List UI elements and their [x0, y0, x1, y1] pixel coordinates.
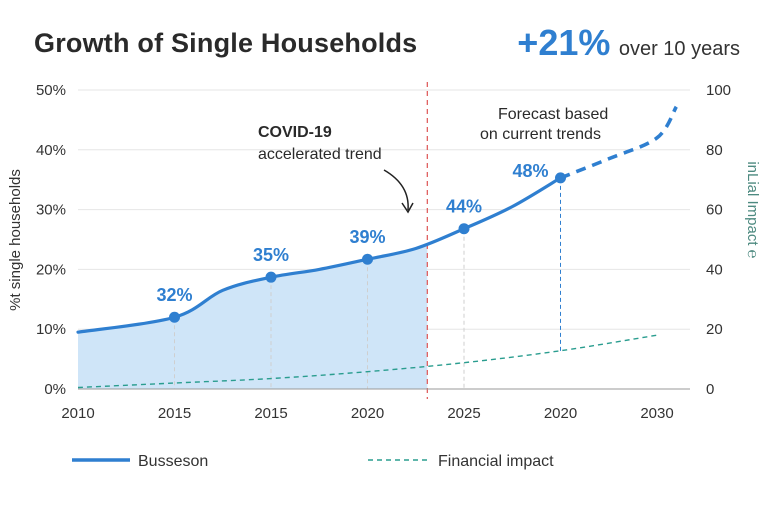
- data-point-label: 44%: [446, 197, 482, 217]
- data-point-label: 35%: [253, 245, 289, 265]
- x-axis-tick-label: 2015: [254, 405, 287, 422]
- x-axis-tick-label: 2015: [158, 405, 191, 422]
- x-axis-tick-label: 2030: [640, 405, 673, 422]
- data-point: [169, 311, 180, 323]
- chart-title: Growth of Single Households: [34, 28, 418, 58]
- x-axis-tick-label: 2025: [447, 405, 480, 422]
- single-households-line: [76, 176, 563, 334]
- data-point-label: 48%: [512, 161, 548, 181]
- left-axis-ticks: 0% 10% 20% 30% 40% 50%: [36, 82, 66, 398]
- data-point: [555, 172, 566, 184]
- left-axis-tick-label: 0%: [44, 381, 66, 398]
- data-point: [362, 253, 373, 265]
- right-axis-tick-label: 100: [706, 82, 731, 99]
- drop-lines: [174, 185, 561, 389]
- left-axis-tick-label: 40%: [36, 142, 66, 159]
- covid-annotation-arrow: [383, 169, 409, 211]
- headline-stat: +21% over 10 years: [517, 22, 740, 64]
- headline-text: over 10 years: [618, 38, 740, 60]
- data-points: 32% 35% 39% 44% 48%: [156, 161, 566, 323]
- x-axis-tick-label: 2020: [544, 405, 577, 422]
- right-axis-ticks: 0 20 40 60 80 100: [706, 82, 731, 398]
- left-axis-tick-label: 30%: [36, 202, 66, 219]
- x-axis-tick-label: 2020: [351, 405, 384, 422]
- covid-annotation-text: accelerated trend: [258, 146, 382, 163]
- data-point: [265, 271, 277, 283]
- right-axis-tick-label: 40: [706, 261, 723, 278]
- left-axis-tick-label: 50%: [36, 82, 66, 99]
- right-axis-tick-label: 60: [706, 202, 723, 219]
- right-axis-title: inLial Impact ℮: [744, 161, 761, 258]
- data-point-label: 32%: [156, 285, 192, 305]
- right-axis-tick-label: 0: [706, 381, 714, 398]
- forecast-annotation-line2: on current trends: [480, 126, 601, 143]
- right-axis-tick-label: 80: [706, 142, 723, 159]
- covid-annotation-title: COVID-19: [258, 124, 332, 141]
- area-fill: [78, 243, 428, 389]
- headline-value: +21%: [517, 22, 611, 63]
- forecast-line: [559, 105, 678, 180]
- data-point-label: 39%: [349, 227, 385, 247]
- left-axis-title: %t single households: [7, 169, 24, 311]
- left-axis-tick-label: 20%: [36, 261, 66, 278]
- gridlines: [78, 89, 690, 330]
- left-axis-tick-label: 10%: [36, 321, 66, 338]
- x-axis-tick-label: 2010: [61, 405, 94, 422]
- financial-impact-line: [77, 334, 658, 389]
- data-point: [458, 223, 470, 235]
- x-axis-ticks: 2010 2015 2015 2020 2025 2020 2030: [61, 405, 673, 422]
- forecast-annotation-line1: Forecast based: [498, 106, 608, 123]
- covid-annotation-arrowhead: [401, 202, 414, 214]
- legend-series2-label: Financial impact: [438, 453, 554, 470]
- legend-series1-label: Busseson: [138, 453, 208, 470]
- right-axis-tick-label: 20: [706, 321, 723, 338]
